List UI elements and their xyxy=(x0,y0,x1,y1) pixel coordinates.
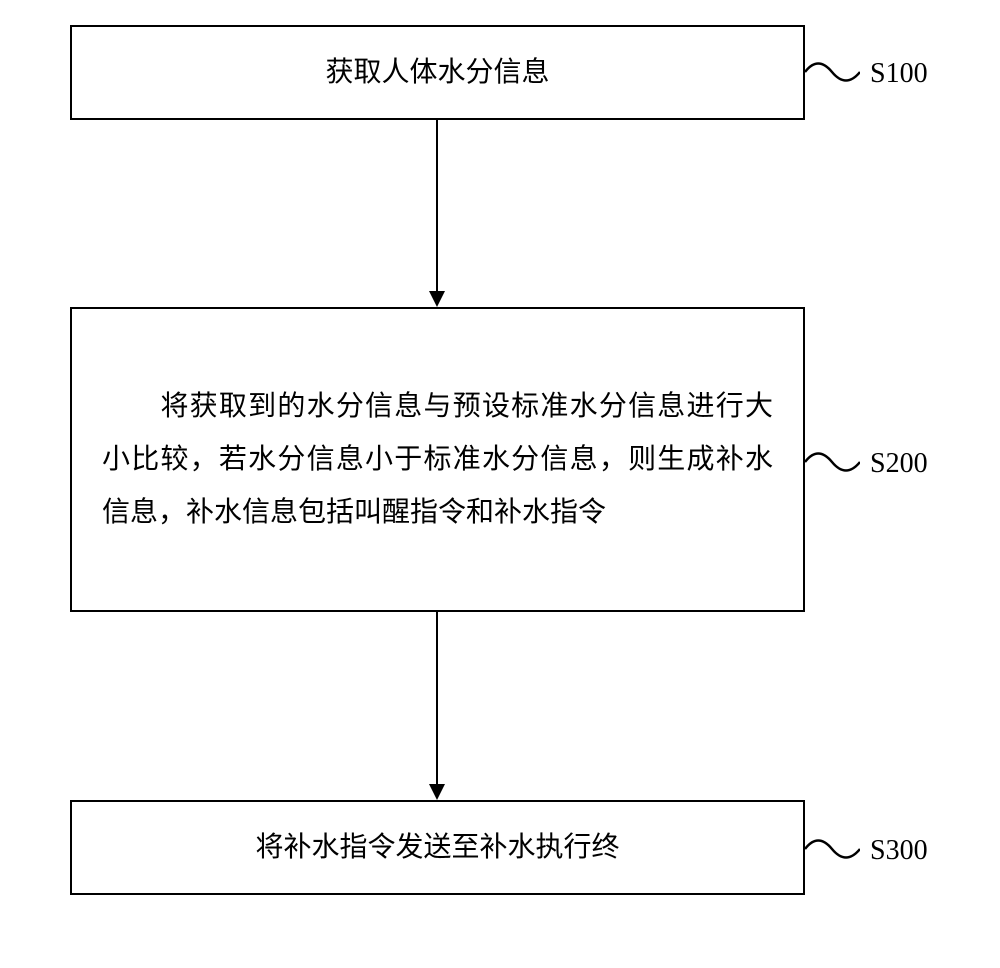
node-2-text: 将获取到的水分信息与预设标准水分信息进行大小比较，若水分信息小于标准水分信息，则… xyxy=(102,380,773,540)
node-3-text: 将补水指令发送至补水执行终 xyxy=(92,821,783,874)
label-connector-3 xyxy=(805,832,860,867)
edge-1-2-line xyxy=(436,120,438,291)
edge-1-2-arrow xyxy=(429,291,445,307)
label-connector-2 xyxy=(805,445,860,480)
label-connector-1 xyxy=(805,55,860,90)
node-1-label: S100 xyxy=(870,58,928,90)
node-3-label: S300 xyxy=(870,835,928,867)
flowchart-node-3: 将补水指令发送至补水执行终 xyxy=(70,800,805,895)
node-2-label: S200 xyxy=(870,448,928,480)
edge-2-3-line xyxy=(436,612,438,784)
node-1-text: 获取人体水分信息 xyxy=(92,46,783,99)
flowchart-container: 获取人体水分信息 S100 将获取到的水分信息与预设标准水分信息进行大小比较，若… xyxy=(0,0,1000,968)
edge-2-3-arrow xyxy=(429,784,445,800)
flowchart-node-2: 将获取到的水分信息与预设标准水分信息进行大小比较，若水分信息小于标准水分信息，则… xyxy=(70,307,805,612)
flowchart-node-1: 获取人体水分信息 xyxy=(70,25,805,120)
